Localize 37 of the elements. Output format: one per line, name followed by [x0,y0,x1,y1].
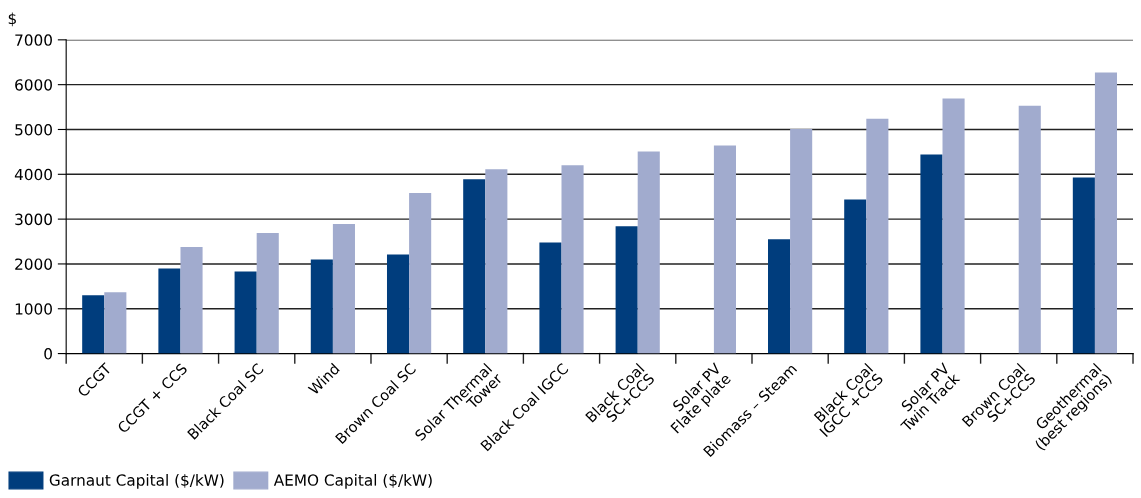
legend-label: Garnaut Capital ($/kW) [49,474,224,489]
bar [790,129,813,354]
y-tick-label: 4000 [14,168,52,181]
y-tick-label: 3000 [15,213,52,226]
y-tick-label: 1000 [15,303,52,315]
bar [844,199,867,354]
bar [1072,177,1095,354]
bar [485,169,508,354]
bar [1018,105,1041,354]
bar [539,242,562,354]
bar [256,233,279,354]
bar [409,193,432,354]
bar [463,179,486,354]
bar [920,154,943,354]
y-tick-label: 0 [44,348,52,360]
bar [104,292,127,354]
y-tick-label: 7000 [15,34,52,46]
bar [332,224,355,354]
y-tick-label: 2000 [15,258,52,270]
bar [82,295,105,354]
bar [310,259,333,354]
y-axis-title: $ [8,12,16,27]
bar [637,151,660,354]
y-tick-label: 6000 [15,79,52,91]
legend-label: AEMO Capital ($/kW) [273,474,432,489]
bar [768,239,791,354]
bar [158,268,181,354]
bar [234,271,257,354]
y-tick-label: 5000 [15,123,52,136]
bar [561,165,584,354]
bar [713,145,736,354]
bar [866,118,889,354]
bar [180,246,203,354]
bar [1094,72,1118,354]
bar [386,254,410,354]
bar [942,98,965,354]
bar [615,226,638,354]
